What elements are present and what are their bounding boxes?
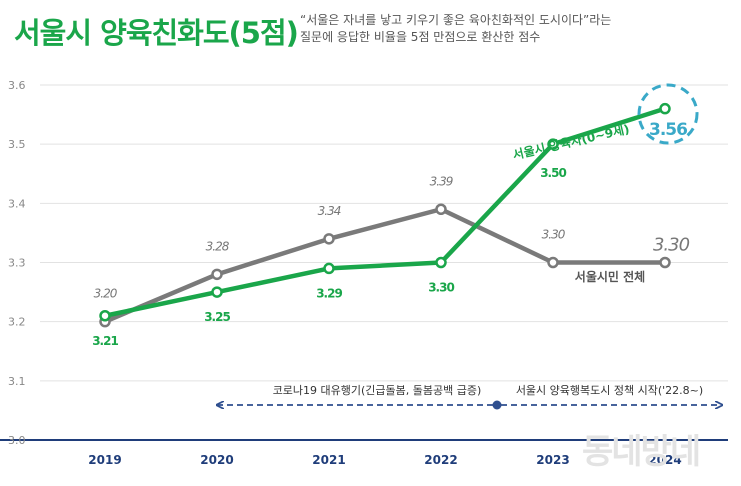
series-line-parents	[102, 106, 668, 318]
page-subtitle: “서울은 자녀를 낳고 키우기 좋은 육아친화적인 도시이다”라는 질문에 응답…	[300, 12, 620, 46]
highlight-circle	[637, 83, 699, 145]
y-tick-label: 3.3	[8, 257, 26, 270]
annotation-label: 서울시 양육행복도시 정책 시작('22.8~)	[516, 384, 703, 397]
y-tick-label: 3.5	[8, 138, 26, 151]
y-tick-label: 3.4	[8, 197, 26, 210]
x-tick-label: 2021	[312, 453, 345, 467]
data-label-parents: 3.50	[540, 166, 566, 180]
data-label-all: 3.39	[430, 174, 453, 188]
x-tick-label: 2022	[424, 453, 457, 467]
series-name-all: 서울시민 전체	[575, 269, 645, 284]
point-all	[547, 256, 559, 269]
data-labels: 3.21 3.25 3.29 3.30 3.50 3.20 3.28 3.34 3.39 3.30…	[92, 83, 699, 348]
y-axis-ticks: 3.0 3.1 3.2 3.3 3.4 3.5 3.6	[8, 79, 26, 447]
data-label-all-2024: 3.30	[653, 235, 690, 256]
subtitle-line-1: “서울은 자녀를 낳고 키우기 좋은 육아친화적인 도시이다”라는	[300, 13, 612, 27]
data-label-all: 3.20	[94, 287, 118, 301]
x-tick-label: 2024	[648, 453, 681, 467]
data-label-parents: 3.30	[428, 281, 454, 295]
data-label-parents: 3.25	[204, 310, 230, 324]
point-parents	[99, 310, 111, 322]
annotation-label: 코로나19 대유행기(긴급돌봄, 돌봄공백 급증)	[273, 384, 482, 397]
point-parents	[659, 102, 671, 115]
series-lines	[99, 102, 671, 328]
point-parents	[323, 262, 335, 275]
x-tick-label: 2019	[88, 453, 121, 467]
data-label-parents: 3.21	[92, 334, 118, 348]
point-all	[323, 233, 335, 245]
period-annotations: 코로나19 대유행기(긴급돌봄, 돌봄공백 급증) 서울시 양육행복도시 정책 시…	[217, 384, 722, 410]
data-label-all: 3.30	[542, 228, 566, 242]
page-title: 서울시 양육친화도(5점)	[14, 16, 299, 50]
data-label-parents-2024: 3.56	[649, 120, 687, 140]
x-axis-ticks: 2019 2020 2021 2022 2023 2024	[88, 453, 681, 467]
point-all	[435, 203, 447, 215]
x-tick-label: 2020	[200, 453, 233, 467]
point-parents	[435, 256, 447, 269]
y-tick-label: 3.2	[8, 316, 26, 329]
y-tick-label: 3.0	[8, 434, 26, 447]
point-parents	[211, 286, 223, 298]
y-tick-label: 3.1	[8, 375, 26, 388]
watermark-logo: 동네방네	[582, 432, 701, 472]
point-all	[659, 256, 671, 269]
data-label-all: 3.34	[318, 204, 341, 218]
x-tick-label: 2023	[536, 453, 569, 467]
point-parents	[547, 138, 559, 150]
data-label-parents: 3.29	[316, 286, 342, 300]
point-all	[211, 268, 223, 281]
series-name-parents: 서울시 양육자(0~9세)	[511, 121, 631, 162]
series-line-all	[102, 207, 668, 324]
data-label-all: 3.28	[206, 239, 230, 253]
subtitle-line-2: 질문에 응답한 비율을 5점 만점으로 환산한 점수	[300, 30, 541, 44]
y-tick-label: 3.6	[8, 79, 26, 92]
annotation-divider-dot	[492, 400, 502, 410]
